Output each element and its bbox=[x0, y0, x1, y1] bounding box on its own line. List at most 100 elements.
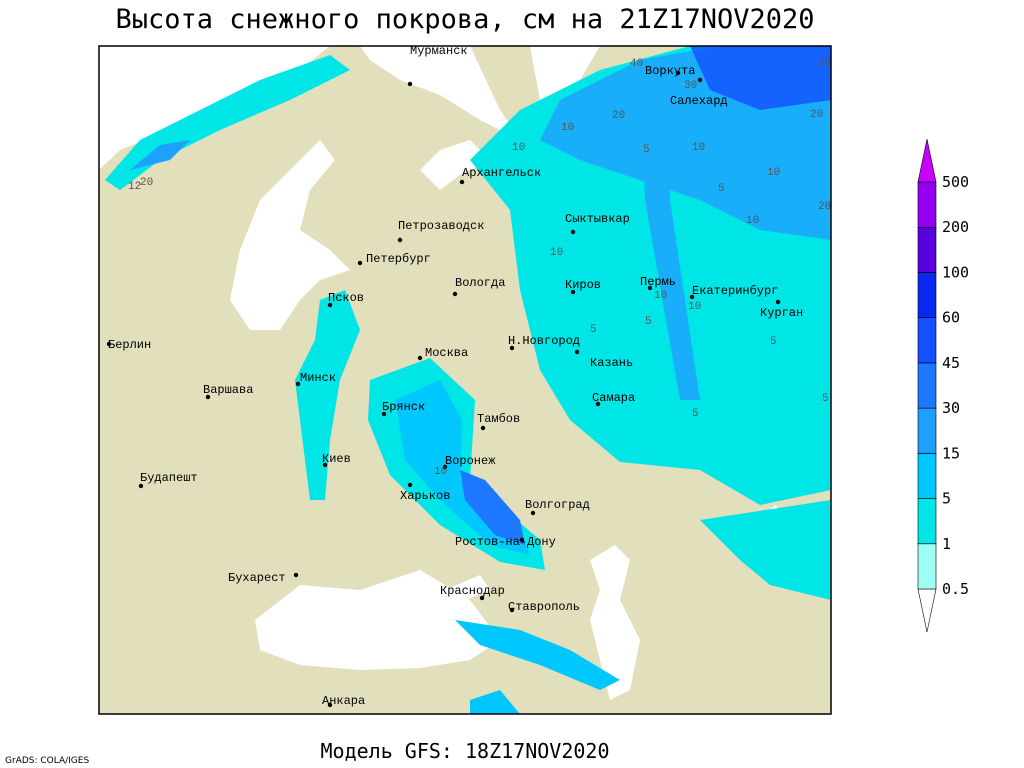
city-label: Бухарест bbox=[228, 571, 286, 585]
sea-north bbox=[99, 46, 600, 170]
city-dot bbox=[530, 510, 536, 516]
contour-label: 5 bbox=[718, 183, 725, 195]
snow-scandinavia-deep bbox=[130, 140, 190, 170]
baltic-sea bbox=[230, 140, 350, 330]
city-label: Брянск bbox=[382, 400, 425, 414]
azov-sea bbox=[445, 575, 490, 600]
city-dot bbox=[397, 237, 403, 243]
city-label: Варшава bbox=[203, 383, 253, 397]
colorbar-label: 1 bbox=[942, 535, 951, 553]
city-label: Воркута bbox=[645, 64, 695, 78]
contour-label: 30 bbox=[684, 80, 697, 92]
city-dot bbox=[595, 401, 601, 407]
city-label: Тамбов bbox=[477, 412, 520, 426]
contour-label: 20 bbox=[612, 110, 625, 122]
map-frame bbox=[98, 45, 832, 715]
contour-label: 12 bbox=[128, 181, 141, 193]
city-dot bbox=[357, 260, 363, 266]
city-label: Волгоград bbox=[525, 498, 590, 512]
colorbar-label: 0.5 bbox=[942, 580, 969, 598]
city-label: Москва bbox=[425, 346, 468, 360]
snow-turkey bbox=[470, 690, 520, 714]
city-label: Ростов-на-Дону bbox=[455, 535, 556, 549]
contour-label: 10 bbox=[767, 167, 780, 179]
snow-central-deepest bbox=[460, 470, 525, 545]
colorbar-segment bbox=[917, 181, 937, 228]
colorbar-label: 200 bbox=[942, 218, 969, 236]
contour-label: 5 bbox=[643, 144, 650, 156]
city-dot bbox=[295, 381, 301, 387]
contour-label: 5 bbox=[590, 324, 597, 336]
city-label: Н.Новгород bbox=[508, 334, 580, 348]
white-sea bbox=[420, 140, 490, 190]
colorbar-label: 30 bbox=[942, 399, 960, 417]
map: Мурманск Воркута Салехард Архангельск Сыктыв… bbox=[98, 44, 832, 715]
city-label: Анкара bbox=[322, 694, 365, 708]
city-dot bbox=[479, 595, 485, 601]
contour-label: 5 bbox=[822, 393, 829, 405]
city-label: Петербург bbox=[366, 252, 431, 266]
contour-label: 10 bbox=[550, 247, 563, 259]
city-label: Будапешт bbox=[140, 471, 198, 485]
contour-label: 10 bbox=[746, 215, 759, 227]
city-dot bbox=[452, 291, 458, 297]
city-dot bbox=[442, 464, 448, 470]
city-dot bbox=[647, 285, 653, 291]
city-label: Екатеринбург bbox=[692, 284, 778, 298]
colorbar-segment bbox=[917, 453, 937, 499]
city-dot bbox=[407, 81, 413, 87]
city-dot bbox=[570, 229, 576, 235]
city-label: Казань bbox=[590, 356, 633, 370]
contour-label: 30 bbox=[818, 58, 831, 70]
city-label: Мурманск bbox=[410, 44, 468, 58]
colorbar-segment bbox=[917, 272, 937, 318]
snow-deep-north bbox=[540, 46, 831, 400]
city-dot bbox=[675, 70, 681, 76]
city-label: Архангельск bbox=[462, 166, 541, 180]
city-label: Пермь bbox=[640, 275, 676, 289]
snow-west bbox=[295, 290, 360, 500]
city-dot bbox=[509, 345, 515, 351]
city-label: Курган bbox=[760, 306, 803, 320]
city-label: Петрозаводск bbox=[398, 219, 484, 233]
black-sea bbox=[255, 570, 500, 670]
city-dot bbox=[509, 607, 515, 613]
contour-label: 5 bbox=[645, 316, 652, 328]
city-dot bbox=[138, 483, 144, 489]
contour-label: 10 bbox=[512, 142, 525, 154]
cities: Мурманск Воркута Салехард Архангельск Сыктыв… bbox=[106, 44, 803, 708]
city-label: Сыктывкар bbox=[565, 212, 630, 226]
city-dot bbox=[697, 77, 703, 83]
contour-label: 20 bbox=[140, 177, 153, 189]
colorbar-segment bbox=[917, 543, 937, 590]
city-dot bbox=[106, 341, 112, 347]
colorbar-label: 500 bbox=[942, 173, 969, 191]
colorbar-segment bbox=[917, 407, 937, 454]
city-label: Берлин bbox=[108, 338, 151, 352]
city-dot bbox=[322, 462, 328, 468]
city-dot bbox=[480, 425, 486, 431]
colorbar-label: 5 bbox=[942, 490, 951, 508]
city-dot bbox=[205, 394, 211, 400]
city-dot bbox=[574, 349, 580, 355]
colorbar-label: 100 bbox=[942, 263, 969, 281]
city-label: Киев bbox=[322, 452, 351, 466]
city-label: Киров bbox=[565, 278, 601, 292]
colorbar-label: 60 bbox=[942, 309, 960, 327]
contour-label: 10 bbox=[561, 122, 574, 134]
city-label: Минск bbox=[300, 371, 336, 385]
credit: GrADS: COLA/IGES bbox=[5, 756, 89, 766]
colorbar-high bbox=[917, 138, 937, 183]
contour-label: 20 bbox=[818, 201, 831, 213]
city-dot bbox=[459, 179, 465, 185]
city-dot bbox=[775, 299, 781, 305]
city-dot bbox=[519, 537, 525, 543]
snow-deepest bbox=[690, 46, 831, 110]
city-label: Воронеж bbox=[445, 454, 496, 468]
city-label: Псков bbox=[328, 291, 364, 305]
city-dot bbox=[407, 482, 413, 488]
footer: Модель GFS: 18Z17NOV2020 bbox=[321, 739, 610, 763]
